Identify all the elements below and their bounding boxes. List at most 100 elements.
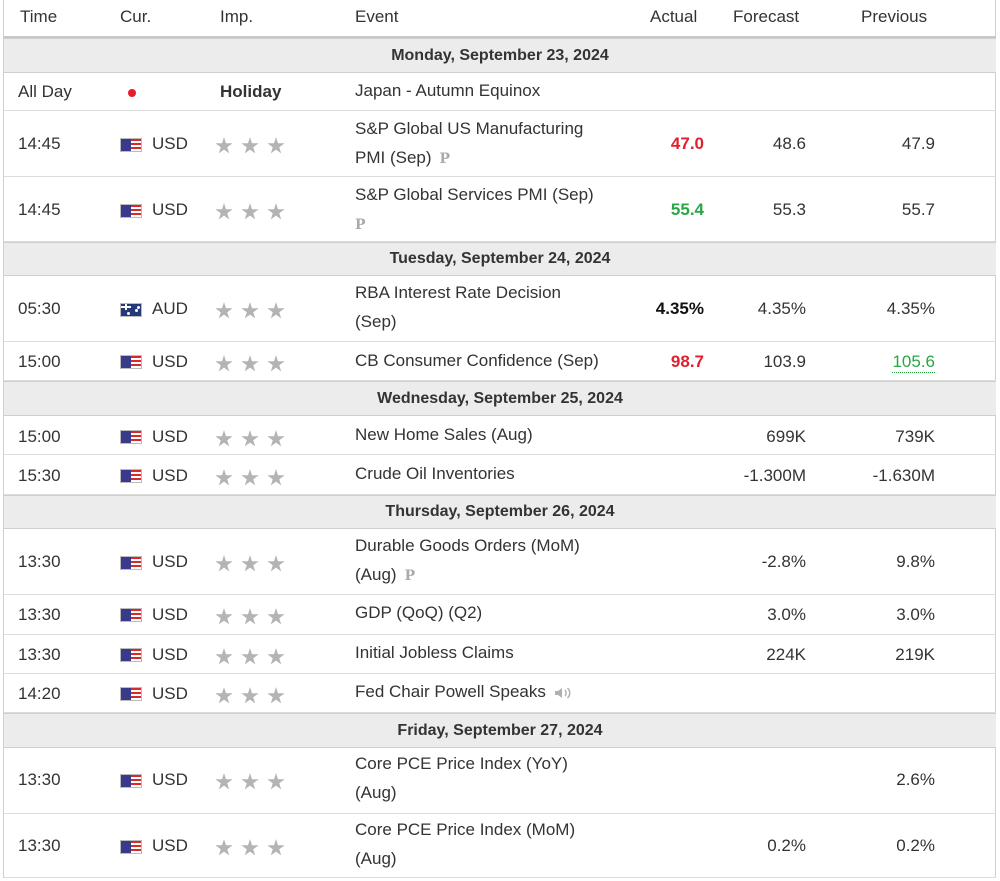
star-icon [267,355,285,372]
header-currency[interactable]: Cur. [120,7,152,26]
table-row[interactable]: 15:00 USD New Home Sales (Aug) 699K 739K [4,416,996,455]
event-name[interactable]: S&P Global Services PMI (Sep) P [355,180,645,240]
importance-stars [215,203,296,223]
importance-stars [215,648,296,668]
event-name-text: New Home Sales (Aug) [355,425,533,444]
star-icon [241,469,259,486]
day-header: Monday, September 23, 2024 [4,38,996,73]
importance-stars [215,773,296,793]
preliminary-icon: P [404,568,416,584]
table-row[interactable]: All Day Holiday Japan - Autumn Equinox [4,73,996,111]
event-time: 15:00 [18,352,61,371]
table-header: Time Cur. Imp. Event Actual Forecast Pre… [0,0,1000,36]
currency-code: USD [152,605,188,624]
table-row[interactable]: 13:30 USD Core PCE Price Index (YoY) (Aug… [4,748,996,814]
star-icon [267,469,285,486]
table-row[interactable]: 13:30 USD Durable Goods Orders (MoM) (Aug… [4,529,996,595]
us-flag-icon [120,204,142,218]
header-actual[interactable]: Actual [650,7,698,26]
currency-code: USD [152,684,188,703]
event-name-line2: (Aug) [355,783,397,802]
event-name-line1: Durable Goods Orders (MoM) [355,536,580,555]
event-name[interactable]: Core PCE Price Index (MoM) (Aug) [355,815,645,873]
speaker-icon[interactable] [554,686,572,700]
star-icon [215,137,233,154]
day-header: Thursday, September 26, 2024 [4,495,996,529]
table-row[interactable]: 14:45 USD S&P Global Services PMI (Sep) P… [4,177,996,242]
currency-code: USD [152,134,188,153]
event-name[interactable]: New Home Sales (Aug) [355,420,645,449]
star-icon [267,555,285,572]
header-divider [4,36,996,38]
star-icon [267,648,285,665]
event-time: 15:00 [18,427,61,446]
importance-stars [215,839,296,859]
event-name[interactable]: Crude Oil Inventories [355,459,645,488]
star-icon [241,555,259,572]
star-icon [241,355,259,372]
table-row[interactable]: 14:20 USD Fed Chair Powell Speaks [4,674,996,713]
table-row[interactable]: 13:30 USD Core PCE Price Index (MoM) (Aug… [4,814,996,878]
previous-value: 4.35% [886,299,935,318]
event-name-text: Japan - Autumn Equinox [355,81,541,100]
event-name-line2: (Sep) [355,312,397,331]
event-name[interactable]: Japan - Autumn Equinox [355,76,645,105]
actual-value: 55.4 [670,200,704,219]
star-icon [215,687,233,704]
event-time: 14:45 [18,134,61,153]
star-icon [241,203,259,220]
event-name[interactable]: GDP (QoQ) (Q2) [355,598,645,627]
actual-value: 47.0 [670,134,704,153]
star-icon [215,608,233,625]
day-header: Friday, September 27, 2024 [4,713,996,748]
importance-stars [215,555,296,575]
table-row[interactable]: 15:00 USD CB Consumer Confidence (Sep) 9… [4,342,996,381]
forecast-value: 48.6 [772,134,806,153]
table-row[interactable]: 13:30 USD Initial Jobless Claims 224K 21… [4,635,996,674]
event-time: 13:30 [18,552,61,571]
event-time: 05:30 [18,299,61,318]
previous-value: 739K [895,427,935,446]
table-row[interactable]: 14:45 USD S&P Global US Manufacturing PMI… [4,111,996,177]
importance-stars [215,430,296,450]
previous-value-revised[interactable]: 105.6 [892,352,935,373]
header-time[interactable]: Time [20,7,58,26]
event-name[interactable]: CB Consumer Confidence (Sep) [355,346,645,375]
header-importance[interactable]: Imp. [220,7,254,26]
event-name-line1: RBA Interest Rate Decision [355,283,561,302]
header-previous[interactable]: Previous [861,7,928,26]
star-icon [267,137,285,154]
star-icon [215,555,233,572]
day-header: Tuesday, September 24, 2024 [4,242,996,276]
event-name[interactable]: S&P Global US Manufacturing PMI (Sep) P [355,114,645,174]
forecast-value: 3.0% [767,605,806,624]
header-forecast[interactable]: Forecast [733,7,800,26]
event-name-line2: (Aug) [355,565,397,584]
event-name-line2: PMI (Sep) [355,148,432,167]
holiday-label: Holiday [220,82,282,101]
event-name-line1: S&P Global US Manufacturing [355,119,584,138]
event-name[interactable]: Core PCE Price Index (YoY) (Aug) [355,749,645,807]
event-time: 14:20 [18,684,61,703]
event-name-text: Fed Chair Powell Speaks [355,682,546,701]
forecast-value: 224K [766,645,806,664]
star-icon [267,687,285,704]
event-name[interactable]: Initial Jobless Claims [355,638,645,667]
currency-code: AUD [152,299,188,318]
event-time: 13:30 [18,605,61,624]
star-icon [241,687,259,704]
star-icon [267,773,285,790]
header-event[interactable]: Event [355,7,399,26]
forecast-value: 4.35% [757,299,806,318]
table-right-border [995,0,996,878]
forecast-value: 103.9 [763,352,806,371]
forecast-value: 0.2% [767,836,806,855]
event-name[interactable]: Fed Chair Powell Speaks [355,677,645,706]
event-name[interactable]: RBA Interest Rate Decision (Sep) [355,278,645,336]
event-name[interactable]: Durable Goods Orders (MoM) (Aug) P [355,531,645,591]
previous-value: 55.7 [901,200,935,219]
table-row[interactable]: 13:30 USD GDP (QoQ) (Q2) 3.0% 3.0% [4,595,996,635]
table-row[interactable]: 15:30 USD Crude Oil Inventories -1.300M … [4,455,996,495]
us-flag-icon [120,430,142,444]
table-row[interactable]: 05:30 AUD RBA Interest Rate Decision (Sep… [4,276,996,342]
